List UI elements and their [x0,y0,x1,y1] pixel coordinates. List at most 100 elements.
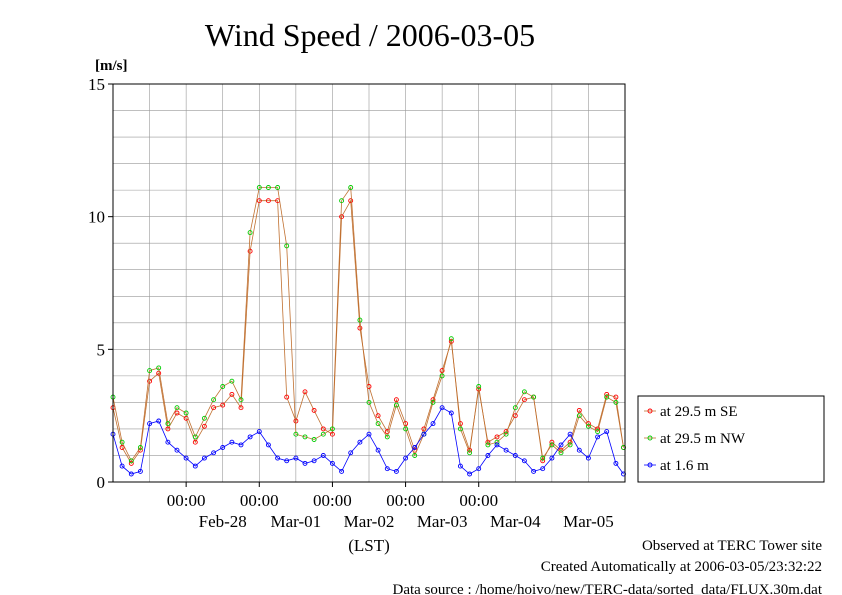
data-point [320,426,326,432]
day-label: Mar-01 [271,512,322,531]
series-layer [110,185,626,477]
data-point [439,373,445,379]
data-point [531,468,537,474]
data-point [585,423,591,429]
data-point [540,466,546,472]
data-point [613,399,619,405]
data-point [211,450,217,456]
data-point [521,397,527,403]
day-label: Mar-04 [490,512,541,531]
data-point [403,455,409,461]
data-point [229,378,235,384]
data-point [576,413,582,419]
data-point [476,384,482,389]
data-point [595,434,601,440]
data-point [457,426,463,432]
data-point [220,402,226,408]
data-point [393,402,399,408]
plot-frame [112,83,626,483]
data-point [439,405,445,411]
data-point [339,214,345,220]
data-point [604,394,610,400]
data-point [311,458,317,464]
data-point [256,429,262,435]
data-point [238,405,244,411]
data-point [430,399,436,405]
data-point [412,445,418,450]
x-tick-label: 00:00 [240,491,279,510]
data-point [128,471,134,477]
data-point [403,426,409,432]
legend-label: at 29.5 m SE [660,404,738,420]
data-point [357,325,363,331]
series-3 [110,405,626,477]
data-point [357,317,363,323]
data-point [366,399,372,405]
data-point [348,198,354,204]
data-point [448,336,454,342]
data-point [229,391,235,397]
data-point [412,453,418,458]
data-point [348,185,354,190]
data-point [119,445,125,450]
data-point [503,431,509,437]
series-2 [110,185,626,464]
y-tick-label: 15 [88,75,105,94]
data-point [220,384,226,389]
data-point [183,455,189,461]
legend-marker [647,462,653,468]
data-point [302,389,308,395]
data-point [293,455,299,461]
data-point [558,447,564,453]
day-label: Feb-28 [199,512,247,531]
day-label: Mar-02 [344,512,395,531]
data-point [467,450,473,456]
data-point [540,458,546,464]
data-point [576,447,582,453]
data-point [558,450,564,456]
data-point [549,455,555,461]
data-point [521,389,527,395]
data-point [311,407,317,413]
data-point [384,429,390,435]
data-point [567,431,573,437]
data-point [247,230,253,236]
data-point [284,243,290,249]
data-point [357,439,363,445]
data-point [339,198,345,204]
data-point [494,442,500,448]
data-point [604,429,610,435]
data-point [366,431,372,437]
data-point [485,442,491,448]
data-point [375,447,381,453]
data-point [119,439,125,445]
data-point [302,460,308,466]
data-point [293,431,299,437]
data-point [174,410,180,416]
data-point [585,455,591,461]
legend-marker [647,408,653,414]
data-point [512,453,518,458]
data-point [238,397,244,403]
data-point [549,439,555,445]
data-point [275,455,281,461]
data-point [476,466,482,472]
data-point [430,421,436,427]
legend-marker [647,435,653,441]
data-point [247,248,253,254]
x-axis-label: (LST) [348,536,390,555]
legend: at 29.5 m SE at 29.5 m NW at 1.6 m [637,395,825,483]
data-point [320,431,326,437]
data-point [192,463,198,469]
data-point [329,460,335,466]
data-point [211,397,217,403]
data-point [595,429,601,435]
data-point [256,185,262,190]
data-point [393,397,399,403]
data-point [156,370,162,376]
data-point [238,442,244,448]
y-tick-label: 5 [97,340,106,359]
data-point [156,365,162,371]
day-label: Mar-05 [563,512,614,531]
data-point [192,434,198,440]
